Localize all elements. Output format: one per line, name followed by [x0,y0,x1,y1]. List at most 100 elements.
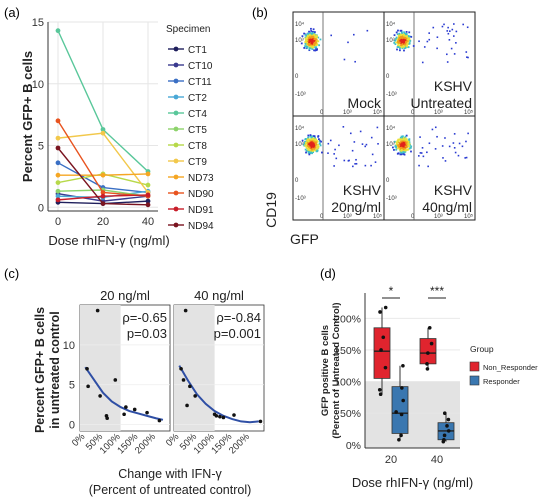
event-dot [399,141,402,144]
event-dot [408,143,411,145]
y-tick-label: 150% [334,345,361,357]
event-dot [366,29,369,32]
event-dot [315,42,318,45]
event-dot [399,148,402,150]
event-dot [403,32,406,35]
y-tick-label: -10³ [295,196,306,202]
legend-swatch-dot [173,206,179,212]
data-point [221,415,226,420]
y-tick-label: 10³ [386,38,395,44]
legend-label: ND91 [188,205,214,216]
panel-label-b: (b) [252,5,268,20]
event-dot [419,152,422,154]
event-dot [307,43,310,45]
event-dot [467,132,469,135]
event-dot [377,143,379,145]
event-dot [398,49,401,52]
event-dot [309,134,312,136]
event-dot [307,35,309,38]
event-dot [398,38,400,41]
event-dot [309,40,312,42]
event-dot [420,152,423,154]
event-dot [396,141,399,144]
event-dot [462,23,464,26]
event-dot [399,29,402,32]
event-dot [402,36,405,39]
event-dot [313,35,316,38]
x-axis-title: GFP [290,231,319,247]
fit-curve [178,365,259,424]
event-dot [397,29,399,32]
event-dot [308,146,311,149]
event-dot [396,147,398,150]
event-dot [352,165,354,168]
event-dot [454,151,457,154]
significance-marker: * [389,284,394,298]
event-dot [408,147,411,150]
event-dot [400,140,403,143]
event-dot [305,149,308,152]
event-dot [397,35,400,38]
event-dot [355,162,358,165]
event-dot [455,42,457,44]
data-point [100,130,106,136]
event-dot [311,41,313,44]
event-dot [408,31,411,34]
event-dot [403,47,406,50]
panel-a-line-chart: 0 5 10 15 0 20 40 Percent GFP+ B cells Dose rhIF… [20,17,214,248]
data-point [381,335,386,340]
x-tick-label: 0 [55,216,61,228]
event-dot [307,136,310,139]
panel-d-box-plot: 0% 50% 100% 150% 200% 20 * 40 *** GFP positive B … [320,284,538,490]
event-dot [305,46,308,49]
event-dot [405,35,408,38]
event-dot [303,142,306,145]
y-tick-label: 0 [386,74,390,80]
y-tick-label: 10⁴ [295,125,305,132]
event-dot [395,37,397,40]
data-point [86,384,90,389]
event-dot [316,148,318,151]
event-dot [312,43,315,45]
y-tick-label: 50% [340,408,361,420]
event-dot [405,30,408,33]
event-dot [309,138,312,141]
event-dot [343,58,346,61]
event-dot [306,36,308,39]
event-dot [315,143,318,146]
data-point [124,405,128,409]
event-dot [313,49,315,52]
event-dot [399,41,401,44]
event-dot [311,139,313,142]
event-dot [312,135,315,137]
legend-swatch-dot [173,222,179,228]
event-dot [316,48,318,51]
facet-title: 20 ng/ml [100,288,150,303]
condition-label: 20ng/ml [331,199,381,215]
stat-annotation: ρ=-0.84 [216,310,261,325]
event-dot [313,32,316,35]
event-dot [307,38,310,41]
box [419,338,437,365]
event-dot [352,33,355,36]
event-dot [427,165,429,168]
y-axis-title: Percent GFP+ B cells [33,307,47,433]
event-dot [400,31,403,34]
event-dot [461,145,464,148]
y-tick-label: 15 [32,17,44,29]
box [373,327,391,379]
y-tick-label: 10 [63,340,75,352]
event-dot [455,30,458,33]
event-dot [304,144,307,147]
event-dot [309,42,312,45]
data-point [218,414,222,419]
event-dot [393,39,396,42]
legend-label: ND94 [188,221,214,232]
event-dot [304,141,306,143]
event-dot [370,136,373,139]
event-dot [453,53,456,55]
event-dot [399,47,401,50]
event-dot [314,44,317,47]
event-dot [316,147,319,150]
